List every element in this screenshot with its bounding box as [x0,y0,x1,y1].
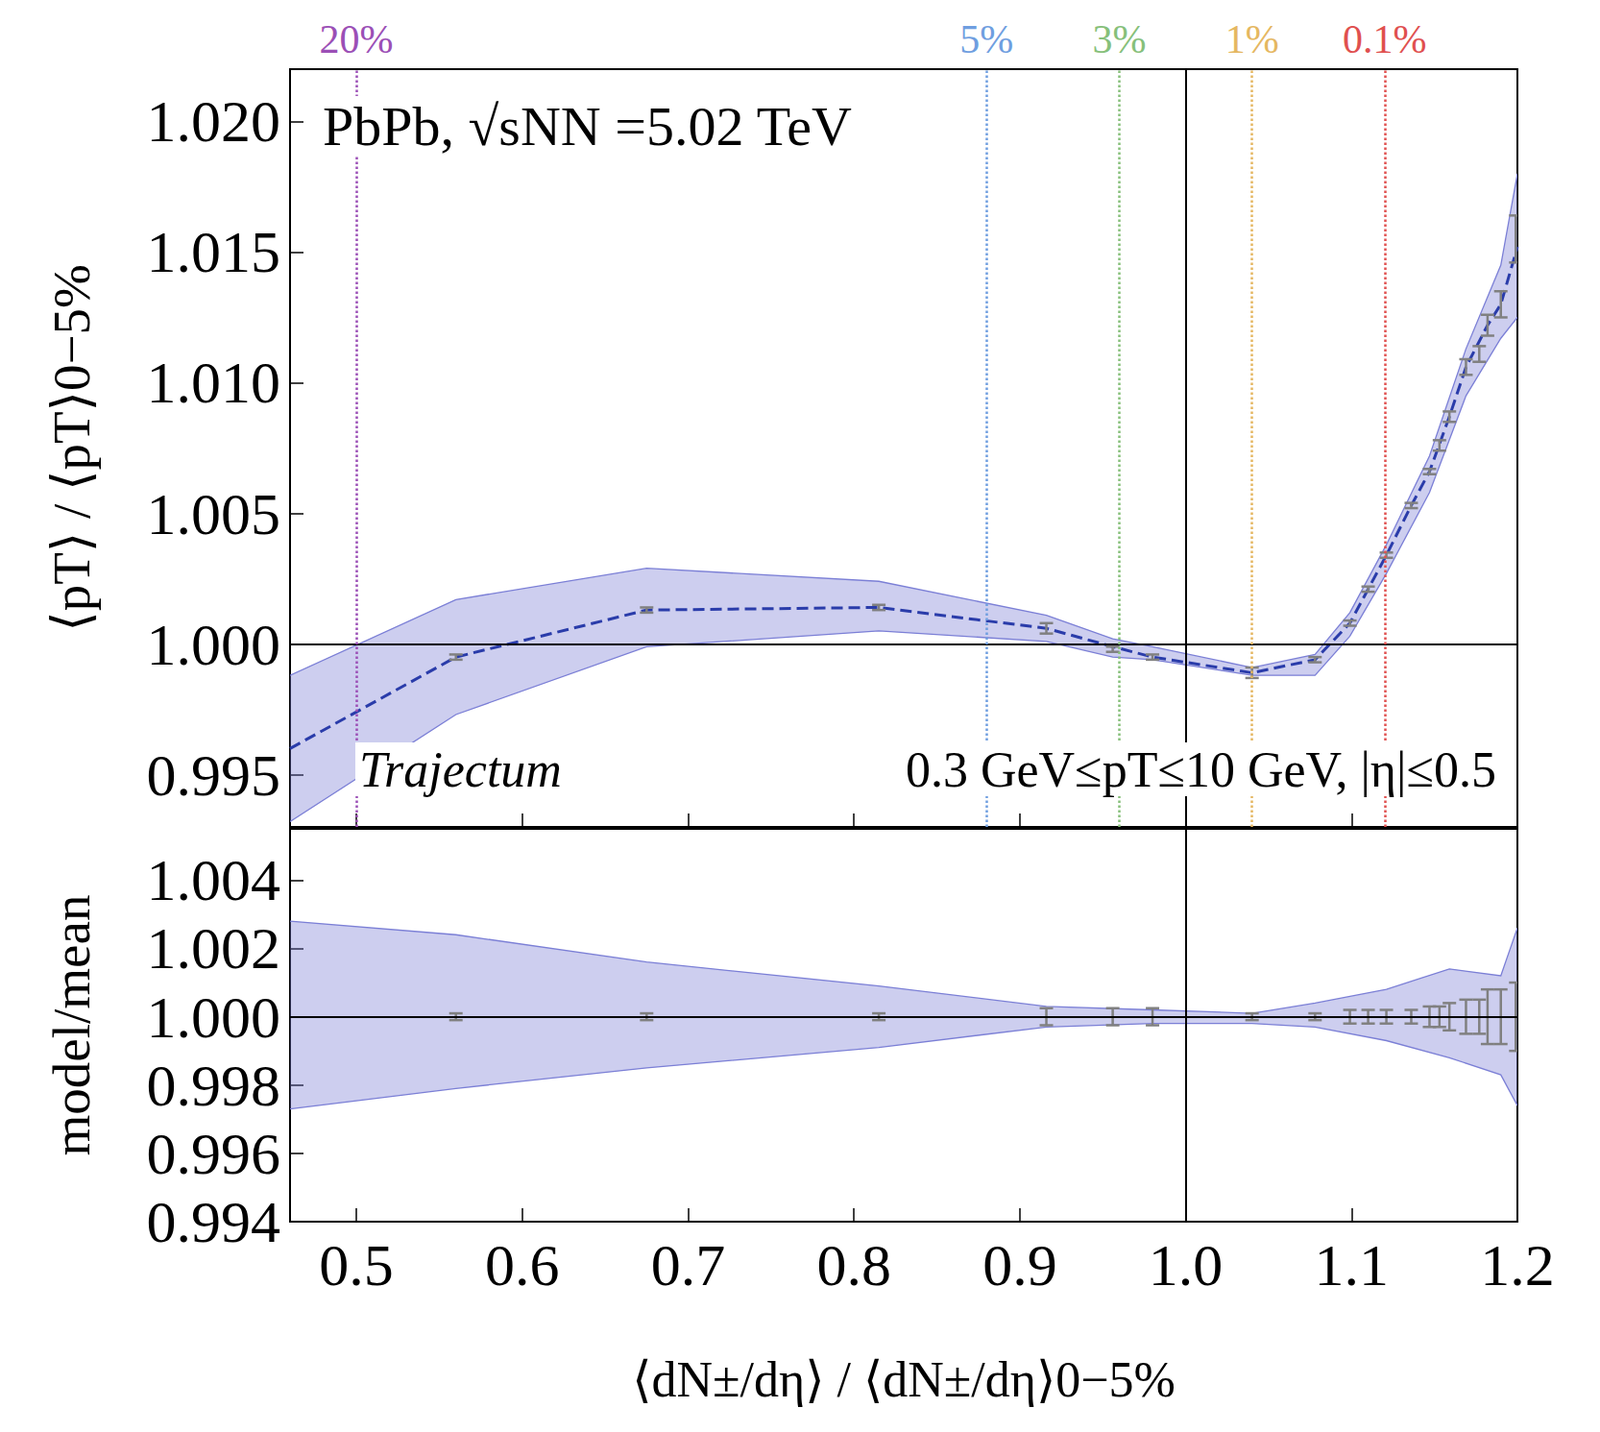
svg-text:1.1: 1.1 [1314,1232,1390,1298]
svg-text:model/mean: model/mean [42,895,101,1157]
svg-text:0.996: 0.996 [146,1120,282,1187]
svg-text:0.994: 0.994 [146,1188,282,1255]
svg-text:20%: 20% [319,17,394,62]
svg-text:PbPb, √sNN =5.02 TeV: PbPb, √sNN =5.02 TeV [322,95,852,158]
svg-text:1.004: 1.004 [146,847,282,913]
svg-text:1.000: 1.000 [146,984,282,1050]
svg-text:1.000: 1.000 [146,611,282,678]
svg-text:0.6: 0.6 [484,1232,560,1298]
svg-text:0.5: 0.5 [318,1232,394,1298]
svg-text:3%: 3% [1092,17,1147,62]
svg-text:0.1%: 0.1% [1342,17,1428,62]
svg-text:0.3 GeV≤pT≤10 GeV, |η|≤0.5: 0.3 GeV≤pT≤10 GeV, |η|≤0.5 [905,742,1497,798]
svg-text:0.995: 0.995 [146,742,282,808]
svg-text:1.002: 1.002 [146,915,282,981]
svg-text:0.9: 0.9 [982,1232,1058,1298]
svg-text:⟨dN±/dη⟩ / ⟨dN±/dη⟩0−5%: ⟨dN±/dη⟩ / ⟨dN±/dη⟩0−5% [631,1352,1176,1407]
svg-text:0.998: 0.998 [146,1052,282,1118]
svg-text:0.7: 0.7 [651,1232,727,1298]
svg-text:1.010: 1.010 [146,349,282,415]
svg-text:1.0: 1.0 [1148,1232,1224,1298]
svg-text:Trajectum: Trajectum [359,742,562,798]
svg-text:1.015: 1.015 [146,218,282,285]
svg-text:1.020: 1.020 [146,88,282,154]
svg-text:1.2: 1.2 [1479,1232,1555,1298]
svg-text:⟨pT⟩ / ⟨pT⟩0−5%: ⟨pT⟩ / ⟨pT⟩0−5% [42,264,101,632]
svg-text:1.005: 1.005 [146,481,282,547]
svg-text:5%: 5% [959,17,1014,62]
svg-text:0.8: 0.8 [816,1232,892,1298]
svg-text:1%: 1% [1225,17,1280,62]
